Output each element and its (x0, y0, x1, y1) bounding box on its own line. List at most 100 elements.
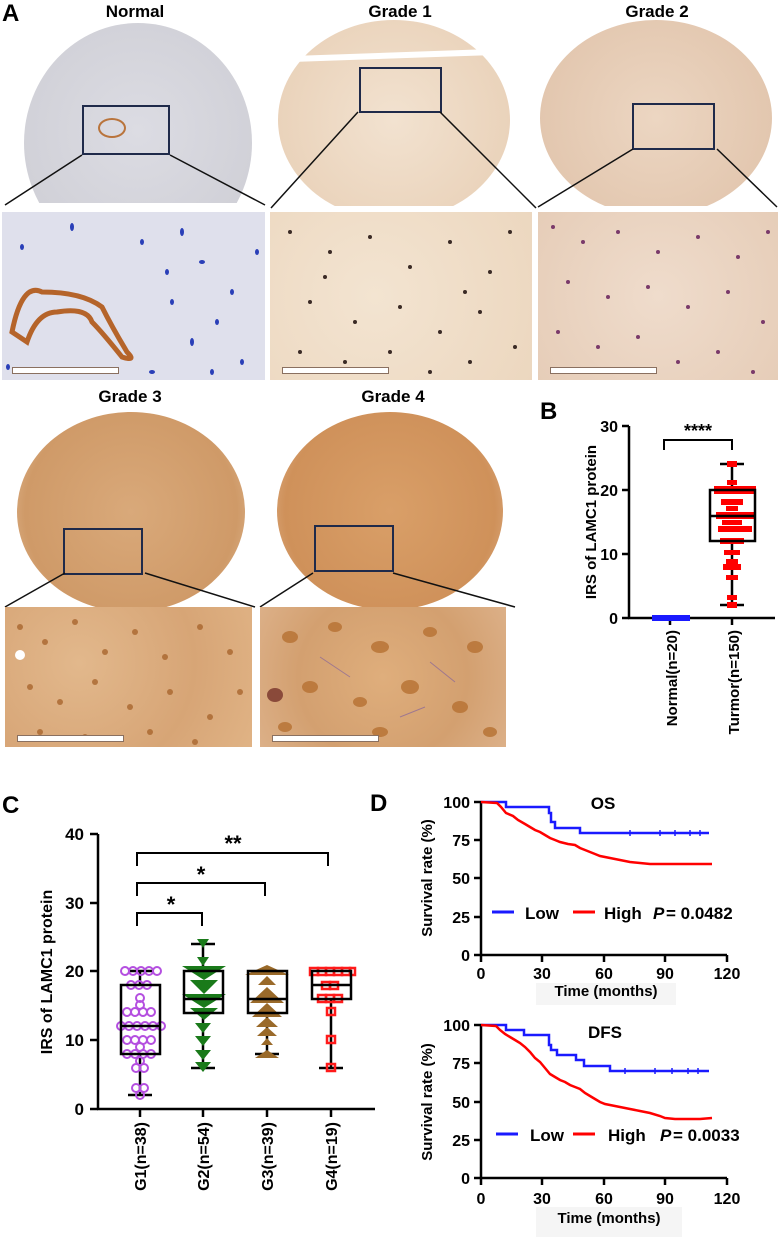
chart-d-os-xlabel: Time (months) (554, 983, 658, 1000)
tma-core-grade2 (532, 16, 778, 206)
legend-high: High (604, 904, 642, 923)
svg-text:25: 25 (452, 910, 470, 927)
svg-text:90: 90 (656, 1191, 674, 1208)
svg-text:50: 50 (452, 1095, 470, 1112)
zoom-lines-normal (4, 154, 266, 206)
image-title-grade4: Grade 4 (361, 387, 425, 406)
svg-text:0: 0 (75, 1100, 84, 1119)
svg-text:100: 100 (443, 795, 470, 812)
svg-text:20: 20 (600, 483, 618, 500)
p-value-os: = 0.0482 (666, 904, 733, 923)
chart-c-xlabel-g3: G3(n=39) (260, 1122, 277, 1191)
p-value-dfs: = 0.0033 (673, 1126, 740, 1145)
image-title-normal: Normal (105, 2, 165, 21)
svg-text:120: 120 (714, 966, 741, 980)
svg-text:20: 20 (65, 962, 84, 981)
chart-c-ylabel: IRS of LAMC1 protein (39, 890, 56, 1054)
box-g3 (245, 965, 289, 1058)
zoom-lines-grade2 (537, 148, 778, 208)
x-axis-label-bg-os (536, 983, 676, 1005)
image-title-grade1: Grade 1 (368, 2, 432, 21)
svg-text:30: 30 (600, 420, 618, 436)
chart-c-box-plot: 40 30 20 10 0 IRS of LAMC1 protein ** * * (39, 825, 375, 1191)
roi-box-grade2 (632, 103, 715, 150)
chart-d-dfs-xlabel: Time (months) (557, 1210, 661, 1227)
panel-letter-b: B (540, 398, 558, 425)
svg-text:75: 75 (452, 833, 470, 850)
svg-text:0: 0 (477, 1191, 486, 1208)
roi-box-grade4 (314, 525, 394, 572)
svg-text:0: 0 (609, 611, 618, 628)
svg-text:90: 90 (656, 966, 674, 980)
svg-text:120: 120 (714, 1191, 741, 1208)
chart-b-ylabel: IRS of LAMC1 protein (583, 445, 600, 599)
roi-box-grade1 (359, 67, 442, 113)
legend-low: Low (525, 904, 560, 923)
p-label-os: P (653, 904, 665, 923)
svg-text:60: 60 (595, 1191, 613, 1208)
zoom-image-grade4 (260, 607, 506, 747)
panel-letter-a: A (2, 0, 20, 27)
chart-d-dfs-ylabel: Survival rate (%) (419, 1043, 436, 1161)
zoom-lines-grade3 (4, 572, 256, 608)
svg-text:75: 75 (452, 1056, 470, 1073)
chart-c-xlabel-g4: G4(n=19) (324, 1122, 341, 1191)
panel-letter-d: D (370, 790, 388, 817)
chart-d-os-ylabel: Survival rate (%) (419, 819, 436, 937)
svg-text:30: 30 (533, 1191, 551, 1208)
legend-low: Low (530, 1126, 565, 1145)
chart-c-sig-g1-g2: * (167, 892, 176, 917)
tma-core-normal (10, 8, 265, 203)
svg-text:40: 40 (65, 825, 84, 844)
chart-c-xlabel-g1: G1(n=38) (133, 1122, 150, 1191)
roi-box-grade3 (63, 528, 143, 575)
chart-d-dfs-title: DFS (588, 1023, 622, 1042)
svg-text:0: 0 (477, 966, 486, 980)
svg-text:10: 10 (600, 547, 618, 564)
svg-text:0: 0 (461, 1171, 470, 1188)
svg-text:0: 0 (461, 948, 470, 965)
svg-text:10: 10 (65, 1031, 84, 1050)
tma-core-grade3 (5, 410, 255, 610)
svg-text:25: 25 (452, 1133, 470, 1150)
svg-text:100: 100 (443, 1018, 470, 1035)
roi-box-normal (82, 105, 170, 155)
scale-bar (272, 735, 379, 742)
scale-bar (550, 367, 657, 374)
zoom-image-grade3 (5, 607, 252, 747)
normal-points (652, 615, 690, 621)
chart-c-xlabel-g2: G2(n=54) (196, 1122, 213, 1191)
zoom-image-grade2 (538, 212, 778, 380)
image-title-grade3: Grade 3 (98, 387, 162, 406)
panel-letter-c: C (2, 792, 20, 819)
scale-bar (12, 367, 119, 374)
vessel-stain-normal (98, 118, 126, 138)
svg-text:50: 50 (452, 871, 470, 888)
legend-high: High (608, 1126, 646, 1145)
box-g2 (182, 939, 226, 1072)
chart-d-os-title: OS (591, 794, 616, 813)
zoom-lines-grade1 (270, 111, 537, 209)
svg-text:30: 30 (65, 894, 84, 913)
image-title-grade2: Grade 2 (625, 2, 689, 21)
zoom-image-grade1 (270, 212, 532, 380)
chart-b-xlabel-tumor: Turmor(n=150) (726, 630, 743, 734)
tma-core-grade4 (265, 410, 515, 610)
zoom-lines-grade4 (259, 572, 516, 608)
chart-c-sig-g1-g4: ** (224, 831, 242, 856)
chart-b-xlabel-normal: Normal(n=20) (664, 630, 681, 726)
p-label-dfs: P (660, 1126, 672, 1145)
chart-c-sig-g1-g3: * (197, 862, 206, 887)
chart-b-significance: **** (684, 421, 712, 441)
box-g4 (308, 966, 357, 1073)
zoom-image-normal (2, 212, 265, 380)
x-axis-label-bg-dfs (536, 1207, 682, 1237)
scale-bar (282, 367, 389, 374)
chart-b-box-plot: 30 20 10 0 IRS of LAMC1 protein **** Normal… (583, 420, 775, 734)
tma-core-grade1 (272, 16, 530, 206)
svg-text:30: 30 (533, 966, 551, 980)
box-g1 (116, 966, 166, 1100)
svg-text:60: 60 (595, 966, 613, 980)
